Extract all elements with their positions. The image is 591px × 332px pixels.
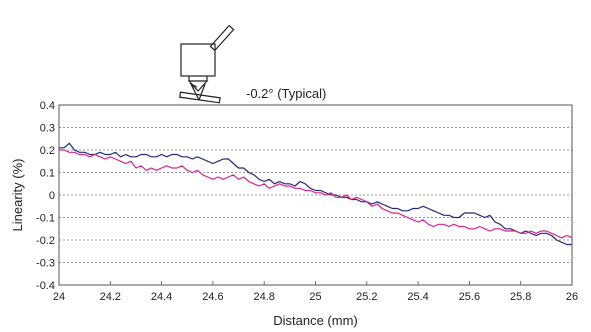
y-tick-label: 0.2	[40, 145, 55, 157]
y-tick-label: -0.4	[36, 280, 55, 292]
x-tick-label: 24.2	[100, 291, 121, 303]
y-tick-label: -0.1	[36, 213, 55, 225]
tick-labels: -0.4 -0.3 -0.2 -0.1 0 0.1 0.2 0.3 0.4 24 24.2 24.4 2…	[36, 100, 578, 303]
x-tick-label: 24.4	[151, 291, 172, 303]
sensor-head	[187, 80, 209, 92]
series-line-1	[59, 142, 572, 246]
y-tick-label: 0.1	[40, 168, 55, 180]
y-tick-label: 0.4	[40, 100, 55, 112]
x-axis-title: Distance (mm)	[273, 313, 358, 328]
y-tick-label: 0.3	[40, 123, 55, 135]
beam-arrow-head	[189, 82, 198, 91]
plot-frame	[58, 104, 573, 286]
x-tick-label: 26	[566, 291, 578, 303]
series-line-2	[59, 149, 573, 239]
chart-annotation: -0.2° (Typical)	[246, 86, 326, 101]
y-tick-label: -0.2	[36, 235, 55, 247]
data-series	[59, 142, 573, 246]
sensor-body	[180, 43, 216, 77]
x-tick-label: 25.2	[356, 291, 377, 303]
x-tick-label: 24.8	[253, 291, 274, 303]
x-tick-label: 25.6	[459, 291, 480, 303]
x-tick-label: 24.6	[202, 291, 223, 303]
y-tick-label: 0	[49, 190, 55, 202]
x-tick-label: 25.4	[407, 291, 428, 303]
target-plate	[179, 91, 221, 104]
x-tick-label: 24	[53, 291, 65, 303]
sensor-cable	[209, 24, 235, 52]
y-tick-label: -0.3	[36, 258, 55, 270]
x-tick-label: 25.8	[510, 291, 531, 303]
sensor-tilt-icon	[179, 24, 235, 104]
beam-return	[198, 83, 206, 101]
x-tick-label: 25	[309, 291, 321, 303]
grid	[58, 127, 573, 285]
y-axis-title: Linearity (%)	[10, 159, 25, 232]
